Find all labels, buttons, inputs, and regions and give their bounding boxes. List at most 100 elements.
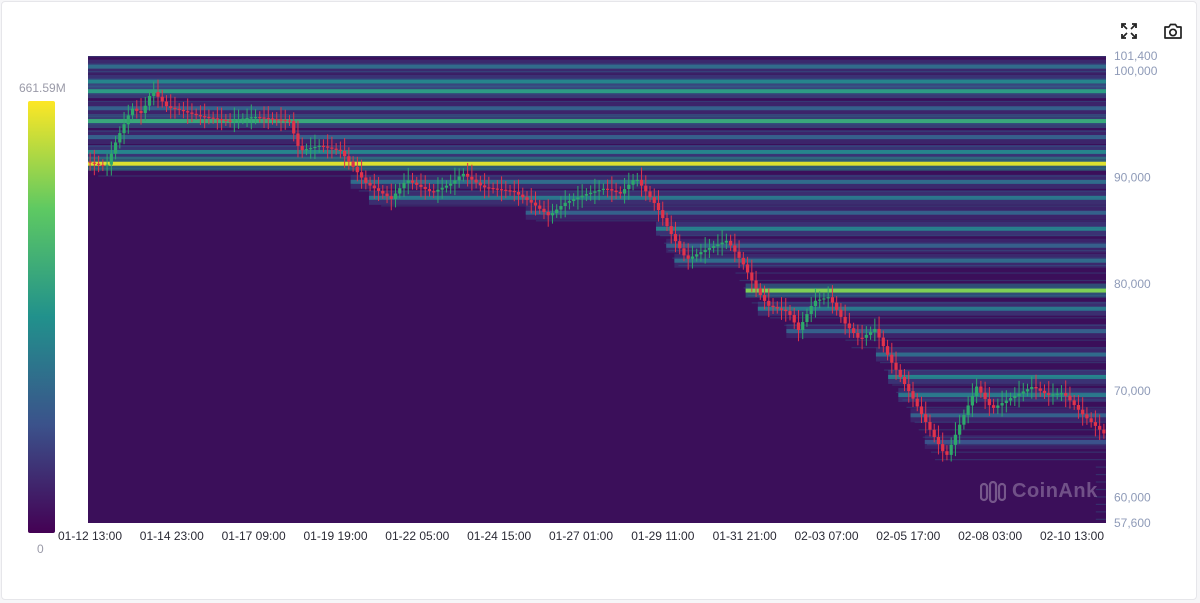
candle-body	[1042, 390, 1047, 394]
heat-texture-line	[88, 70, 1106, 73]
candle-body	[584, 194, 588, 196]
candle-body	[1004, 400, 1008, 404]
candle-body	[169, 106, 173, 108]
candle-body	[716, 244, 720, 247]
candle-body	[864, 334, 868, 338]
candle-body	[512, 190, 516, 193]
candle-body	[109, 153, 113, 165]
candle-body	[868, 331, 873, 335]
candle-body	[181, 109, 186, 112]
candle-body	[126, 115, 130, 125]
heat-texture-line	[757, 309, 1106, 311]
x-tick-label: 01-22 05:00	[385, 529, 449, 543]
liquidity-band	[757, 306, 1106, 311]
candle-body	[220, 119, 224, 121]
candle-body	[156, 92, 160, 97]
candle-body	[775, 307, 779, 309]
candle-body	[614, 190, 618, 193]
candle-body	[266, 117, 270, 120]
heat-texture-line	[656, 227, 1106, 229]
fullscreen-button[interactable]	[1118, 20, 1140, 42]
candle-body	[873, 328, 877, 332]
candle-body	[758, 288, 762, 296]
heat-texture-line	[1095, 466, 1106, 468]
candle-body	[830, 297, 835, 303]
candle-body	[695, 254, 699, 257]
heat-texture-line	[770, 317, 1106, 319]
candle-body	[792, 314, 796, 323]
candle-body	[762, 295, 767, 301]
candle-body	[678, 241, 682, 249]
heat-texture-line	[88, 93, 1106, 95]
candle-body	[733, 245, 737, 252]
candle-body	[559, 205, 563, 210]
candle-body	[504, 189, 508, 191]
heat-texture-line	[98, 175, 1107, 177]
candle-body	[207, 116, 211, 119]
candle-body	[381, 190, 385, 194]
candle-body	[92, 162, 96, 164]
heat-texture-line	[1095, 518, 1106, 520]
heat-texture-line	[88, 78, 1106, 80]
heat-texture-line	[381, 205, 1107, 207]
candle-body	[101, 164, 105, 167]
heat-texture-line	[664, 242, 1106, 244]
candle-body	[580, 195, 584, 198]
candle-body	[376, 188, 381, 191]
liquidity-band	[674, 258, 1106, 263]
x-tick-label: 01-17 09:00	[222, 529, 286, 543]
candle-body	[427, 189, 432, 192]
candle-body	[652, 197, 656, 203]
candle-body	[877, 328, 881, 338]
y-tick-label: 60,000	[1114, 490, 1151, 504]
candle-body	[983, 392, 987, 399]
candle-body	[686, 255, 690, 259]
candle-body	[822, 298, 826, 300]
candle-body	[228, 120, 232, 122]
candle-body	[147, 95, 152, 106]
candle-body	[529, 199, 533, 203]
candle-body	[707, 247, 712, 250]
candle-body	[321, 145, 326, 147]
heat-texture-line	[735, 272, 1106, 274]
candle-body	[919, 406, 924, 415]
x-tick-label: 02-08 03:00	[958, 529, 1022, 543]
candle-body	[334, 148, 338, 150]
candle-body	[902, 376, 907, 385]
candle-body	[996, 405, 1000, 408]
candle-body	[444, 185, 449, 188]
candle-body	[665, 218, 669, 227]
heat-texture-line	[739, 279, 1106, 282]
candle-body	[1085, 414, 1089, 419]
candle-body	[750, 272, 754, 281]
candle-body	[890, 354, 894, 363]
candle-body	[712, 246, 716, 248]
candle-body	[449, 183, 453, 186]
candle-body	[975, 386, 979, 397]
candle-body	[466, 173, 470, 177]
candle-body	[232, 120, 236, 122]
candle-body	[525, 197, 529, 200]
heat-texture-line	[352, 182, 1106, 185]
candle-body	[839, 309, 843, 317]
screenshot-button[interactable]	[1162, 20, 1184, 42]
candle-body	[928, 421, 932, 430]
liquidity-band	[910, 413, 1106, 418]
candle-body	[368, 182, 372, 186]
candle-body	[491, 187, 495, 190]
heat-texture-line	[535, 220, 1106, 222]
y-tick-label: 90,000	[1114, 171, 1151, 185]
candle-body	[406, 180, 410, 183]
candle-body	[885, 346, 890, 355]
heat-texture-line	[902, 399, 1106, 401]
candle-body	[499, 189, 504, 191]
candle-body	[1034, 386, 1038, 389]
candle-body	[796, 322, 801, 331]
liquidity-band	[745, 288, 1106, 293]
candle-body	[805, 314, 809, 323]
candle-body	[915, 398, 919, 407]
candle-body	[661, 210, 665, 219]
candle-body	[440, 187, 444, 190]
heat-texture-line	[743, 287, 1106, 289]
candle-body	[991, 405, 996, 408]
